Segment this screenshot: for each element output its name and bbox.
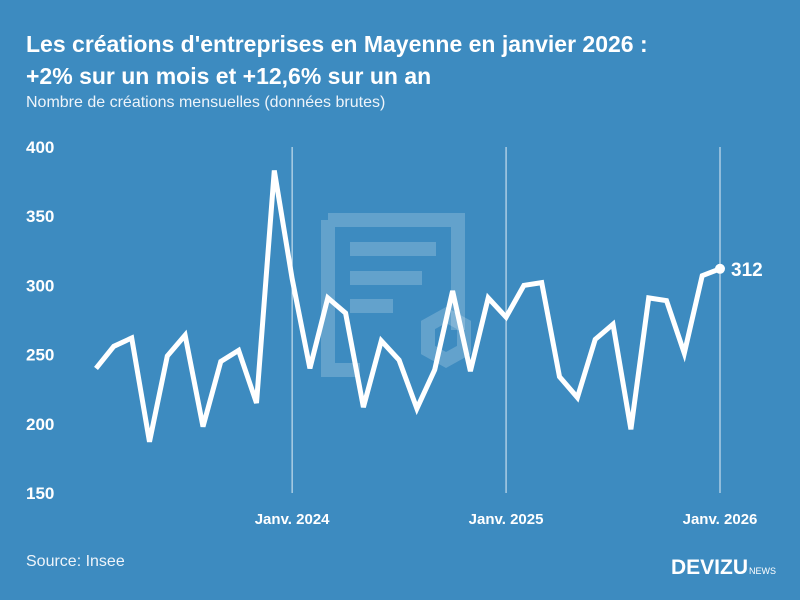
logo-sub: NEWS (749, 566, 776, 576)
y-tick-label: 150 (26, 484, 54, 503)
chart-subtitle: Nombre de créations mensuelles (données … (26, 94, 386, 111)
x-tick-label: Janv. 2024 (255, 511, 330, 528)
source-note: Source: Insee (26, 553, 125, 570)
y-tick-label: 350 (26, 207, 54, 226)
data-point (715, 263, 725, 274)
title-line-2: +2% sur un mois et +12,6% sur un an (26, 63, 432, 89)
title-line-1: Les créations d'entreprises en Mayenne e… (26, 31, 648, 57)
watermark-document-icon (321, 213, 471, 377)
y-tick-label: 300 (26, 276, 54, 295)
devizu-logo: DEVIZUNEWS (671, 556, 776, 580)
y-tick-label: 250 (26, 346, 54, 365)
chart-title: Les créations d'entreprises en Mayenne e… (26, 28, 786, 92)
y-tick-label: 200 (26, 415, 54, 434)
x-tick-label: Janv. 2026 (683, 511, 758, 528)
last-value-label: 312 (731, 260, 763, 281)
series-line (94, 170, 721, 443)
y-tick-label: 400 (26, 138, 54, 157)
x-tick-label: Janv. 2025 (469, 511, 544, 528)
logo-main: DEVIZU (670, 556, 748, 579)
